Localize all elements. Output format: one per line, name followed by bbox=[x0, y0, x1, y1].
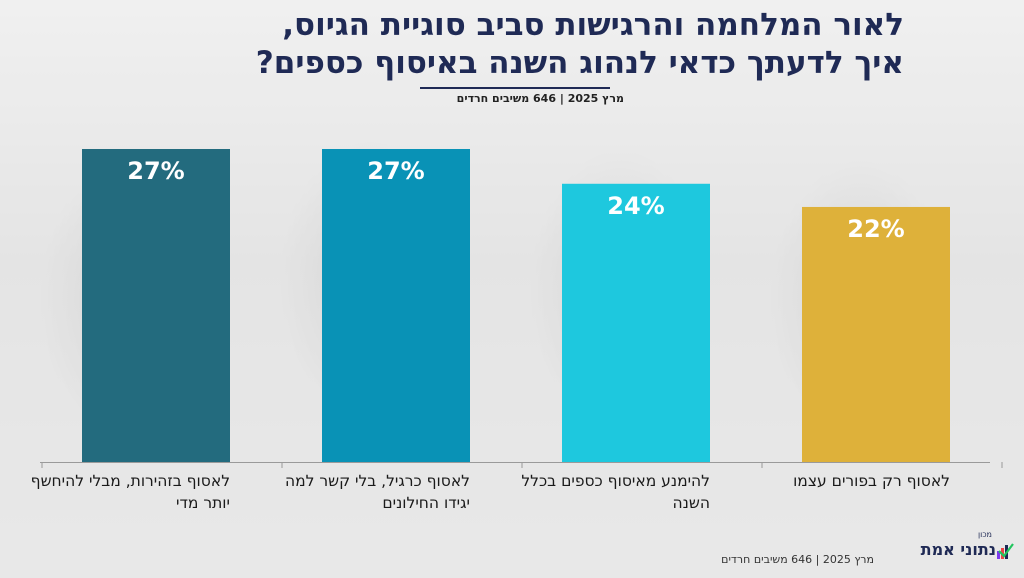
chart-subtitle: מרץ 2025 | 646 משיבים חרדים bbox=[456, 92, 624, 105]
category-label-3: להימנע מאיסוף כספים בכלל השנה bbox=[521, 472, 710, 512]
chart-title-line-2: איך לדעתך כדאי לנהוג השנה באיסוף כספים? bbox=[255, 45, 904, 81]
bar-value-label-3: 24% bbox=[607, 192, 664, 220]
bar-4 bbox=[802, 206, 950, 462]
chart-title-line-1: לאור המלחמה והרגישות סביב סוגיית הגיוס, bbox=[282, 7, 904, 43]
logo-small-text: מכון bbox=[977, 530, 992, 539]
title-underline bbox=[420, 87, 610, 89]
brand-logo: מכון נתוני אמת bbox=[920, 530, 1014, 570]
bar-value-label-4: 22% bbox=[847, 215, 904, 243]
footer-source: מרץ 2025 | 646 משיבים חרדים bbox=[721, 553, 874, 566]
bar-1 bbox=[82, 149, 230, 462]
bar-2 bbox=[322, 149, 470, 462]
bar-value-label-1: 27% bbox=[127, 157, 184, 185]
logo-main-text: נתוני אמת bbox=[920, 540, 996, 559]
bar-3 bbox=[562, 183, 710, 462]
bar-value-label-2: 27% bbox=[367, 157, 424, 185]
category-label-2: לאסוף כרגיל, בלי קשר למה יגידו החילונים bbox=[284, 472, 470, 512]
chart-title: לאור המלחמה והרגישות סביב סוגיית הגיוס, … bbox=[84, 6, 904, 82]
logo-bars-check-icon bbox=[997, 543, 1014, 559]
category-label-4: לאסוף רק בפורים עצמו bbox=[793, 472, 950, 490]
category-label-1: לאסוף בזהירות, מבלי להיחשף יותר מדי bbox=[30, 472, 230, 512]
